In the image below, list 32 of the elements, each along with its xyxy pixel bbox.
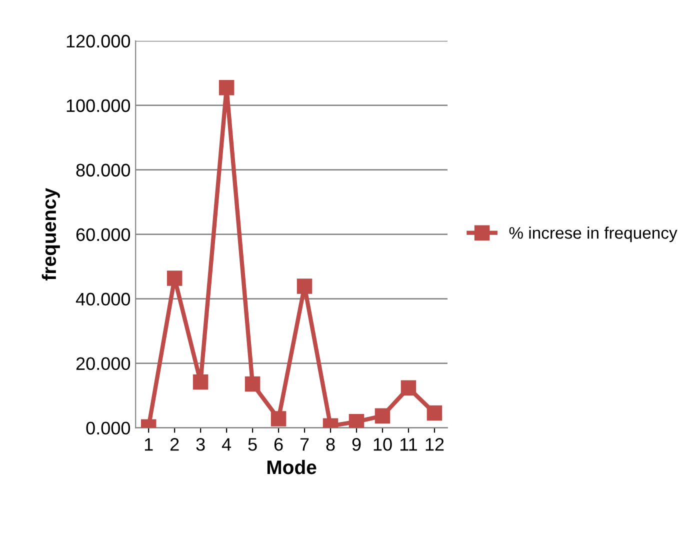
point — [244, 376, 260, 392]
x-tick-label: 3 — [196, 438, 205, 451]
point — [218, 80, 234, 96]
x-tick-label: 4 — [222, 438, 232, 451]
y-tick-label: 100.000 — [66, 99, 130, 112]
x-tick-label: 2 — [170, 438, 179, 451]
y-tick-label: 0.000 — [86, 422, 130, 435]
x-tick-label: 8 — [326, 438, 335, 451]
x-tick-label: 6 — [274, 438, 283, 451]
y-tick-label: 40.000 — [76, 292, 130, 306]
point — [296, 278, 312, 294]
point — [348, 414, 364, 428]
legend-label: % increse in frequency — [509, 226, 678, 242]
x-axis-title: Mode — [267, 460, 316, 474]
x-tick-label: 10 — [374, 438, 392, 451]
y-tick-label: 60.000 — [76, 228, 130, 242]
point — [426, 405, 442, 421]
x-tick-label: 9 — [352, 438, 361, 451]
point — [192, 374, 208, 390]
y-tick-label: 120.000 — [66, 34, 130, 48]
y-tick-label: 20.000 — [76, 357, 130, 370]
point — [270, 411, 286, 426]
x-tick-label: 1 — [144, 438, 153, 451]
y-tick-label: 80.000 — [76, 164, 130, 177]
x-tick-label: 12 — [426, 438, 444, 451]
point — [374, 408, 390, 424]
x-tick-label: 7 — [300, 438, 309, 451]
point — [400, 380, 416, 396]
x-tick-label: 5 — [248, 438, 257, 451]
point — [166, 270, 182, 286]
x-tick-label: 11 — [400, 438, 417, 451]
y-axis-title: frequency — [42, 188, 60, 280]
